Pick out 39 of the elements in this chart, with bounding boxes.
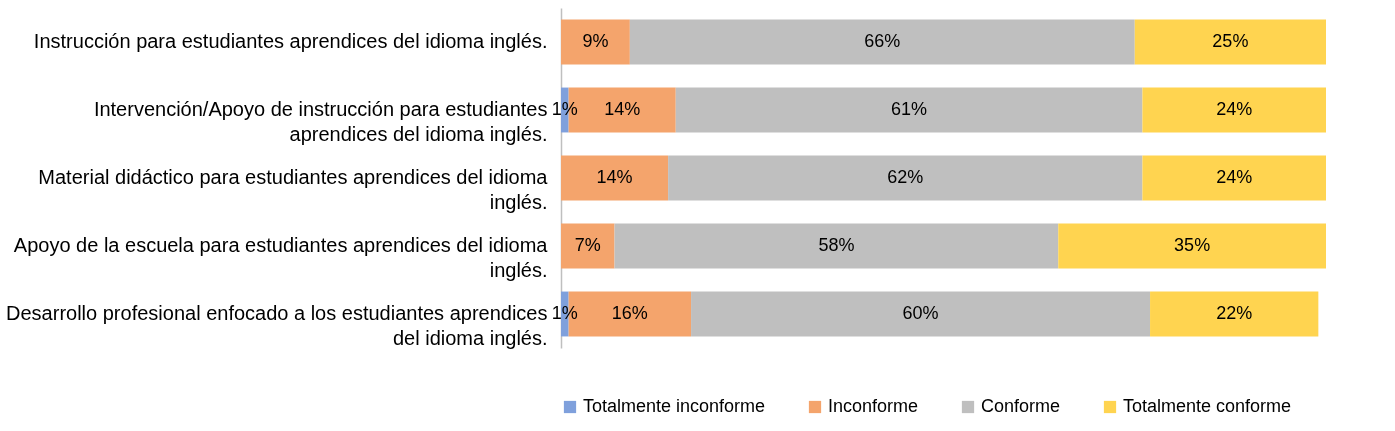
bar <box>668 155 1143 201</box>
data-label: 14% <box>604 99 641 119</box>
data-label: 24% <box>1216 99 1253 119</box>
bar <box>629 19 1135 65</box>
data-label: 66% <box>864 31 901 51</box>
data-label: 22% <box>1216 303 1253 323</box>
data-label: 1% <box>551 303 578 323</box>
bar <box>561 155 669 201</box>
y-tick-label: Instrucción para estudiantes aprendices del idioma inglés. <box>33 30 548 52</box>
data-label: 7% <box>574 235 601 255</box>
y-tick-label: Intervención/Apoyo de instrucción para estudiantes aprendices del idioma inglés. <box>93 98 548 145</box>
y-tick-label: Material didáctico para estudiantes aprendices del idioma inglés. <box>38 166 549 213</box>
bar <box>1142 155 1326 201</box>
bar <box>691 291 1151 337</box>
data-label: 24% <box>1216 167 1253 187</box>
data-label: 35% <box>1174 235 1211 255</box>
bar <box>1150 291 1319 337</box>
data-label: 16% <box>611 303 648 323</box>
data-label: 25% <box>1212 31 1249 51</box>
data-label: 1% <box>551 99 578 119</box>
bar <box>1058 223 1326 269</box>
data-label: 9% <box>582 31 609 51</box>
y-tick-label: Desarrollo profesional enfocado a los estudiantes aprendices del idioma inglés. <box>6 302 548 349</box>
data-label: 14% <box>596 167 633 187</box>
legend-label: Totalmente conforme <box>1123 396 1292 416</box>
data-label: 62% <box>887 167 924 187</box>
bar <box>561 19 630 65</box>
legend-label: Totalmente inconforme <box>583 396 766 416</box>
bar <box>675 87 1143 133</box>
legend-label: Inconforme <box>828 396 919 416</box>
data-label: 58% <box>818 235 855 255</box>
bar <box>561 223 615 269</box>
y-tick-label: Apoyo de la escuela para estudiantes aprendices del idioma inglés. <box>13 234 549 281</box>
data-label: 61% <box>891 99 928 119</box>
bar <box>614 223 1059 269</box>
data-label: 60% <box>902 303 939 323</box>
legend-label: Conforme <box>981 396 1061 416</box>
bar <box>1134 19 1326 65</box>
bar <box>1142 87 1326 133</box>
